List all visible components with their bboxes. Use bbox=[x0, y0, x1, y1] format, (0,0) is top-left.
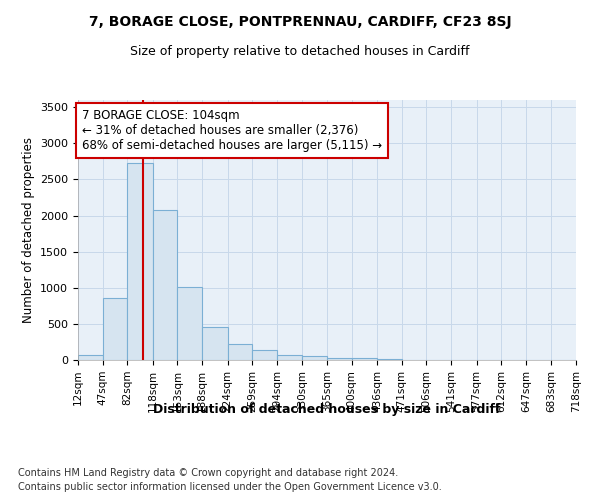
Text: 7 BORAGE CLOSE: 104sqm
← 31% of detached houses are smaller (2,376)
68% of semi-: 7 BORAGE CLOSE: 104sqm ← 31% of detached… bbox=[82, 108, 382, 152]
Bar bbox=[252, 350, 277, 360]
Text: Contains public sector information licensed under the Open Government Licence v3: Contains public sector information licen… bbox=[18, 482, 442, 492]
Bar bbox=[352, 358, 377, 360]
Bar bbox=[178, 288, 202, 360]
Text: Contains HM Land Registry data © Crown copyright and database right 2024.: Contains HM Land Registry data © Crown c… bbox=[18, 468, 398, 477]
Bar bbox=[153, 210, 178, 360]
Bar bbox=[78, 356, 103, 360]
Bar bbox=[202, 327, 227, 360]
Bar bbox=[103, 298, 127, 360]
Bar bbox=[277, 356, 302, 360]
Text: Size of property relative to detached houses in Cardiff: Size of property relative to detached ho… bbox=[130, 45, 470, 58]
Bar bbox=[227, 344, 252, 360]
Y-axis label: Number of detached properties: Number of detached properties bbox=[22, 137, 35, 323]
Bar bbox=[327, 358, 352, 360]
Bar bbox=[302, 356, 327, 360]
Bar bbox=[127, 163, 153, 360]
Text: 7, BORAGE CLOSE, PONTPRENNAU, CARDIFF, CF23 8SJ: 7, BORAGE CLOSE, PONTPRENNAU, CARDIFF, C… bbox=[89, 15, 511, 29]
Text: Distribution of detached houses by size in Cardiff: Distribution of detached houses by size … bbox=[153, 402, 501, 415]
